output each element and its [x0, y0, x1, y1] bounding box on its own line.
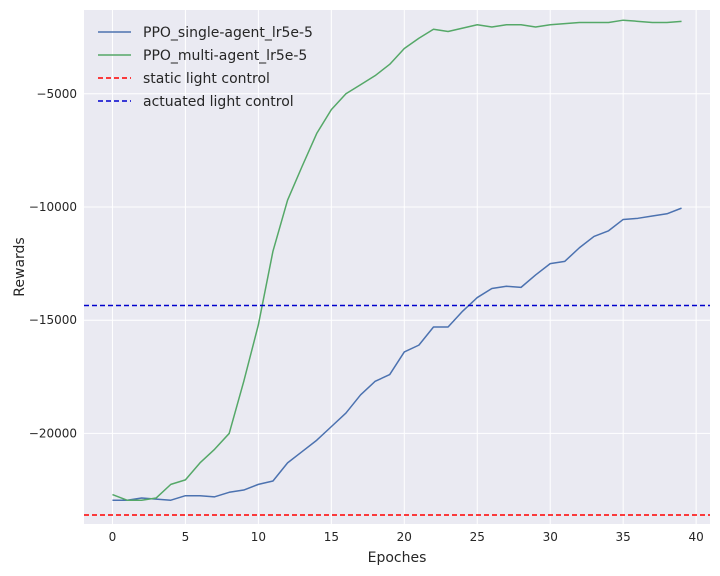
legend-label: static light control — [143, 71, 270, 87]
series-line-ppo-single-agent-lr5e-5 — [112, 207, 682, 501]
y-tick-label: −5000 — [36, 87, 77, 101]
legend: PPO_single-agent_lr5e-5 PPO_multi-agent_l… — [98, 25, 313, 110]
legend-item: actuated light control — [98, 94, 294, 110]
x-tick-label: 40 — [688, 530, 703, 544]
plot-background — [84, 10, 710, 524]
legend-label: PPO_single-agent_lr5e-5 — [143, 25, 313, 41]
grid — [84, 10, 710, 524]
y-tick-label: −20000 — [29, 426, 77, 440]
series-layer — [84, 19, 710, 516]
y-tick-label: −15000 — [29, 313, 77, 327]
legend-label: actuated light control — [143, 94, 294, 110]
x-tick-label: 10 — [251, 530, 266, 544]
y-axis-label: Rewards — [12, 237, 28, 296]
x-tick-label: 25 — [470, 530, 485, 544]
x-tick-label: 5 — [182, 530, 190, 544]
x-tick-label: 15 — [324, 530, 339, 544]
y-tick-label: −10000 — [29, 200, 77, 214]
x-tick-label: 0 — [109, 530, 117, 544]
x-tick-label: 35 — [616, 530, 631, 544]
legend-item: PPO_single-agent_lr5e-5 — [98, 25, 313, 41]
x-tick-label: 30 — [543, 530, 558, 544]
legend-item: static light control — [98, 71, 270, 87]
y-axis-ticks: −5000 −10000 −15000 −20000 — [29, 87, 77, 441]
legend-item: PPO_multi-agent_lr5e-5 — [98, 48, 307, 64]
x-tick-label: 20 — [397, 530, 412, 544]
x-axis-ticks: 0 5 10 15 20 25 30 35 40 — [109, 530, 704, 544]
legend-label: PPO_multi-agent_lr5e-5 — [143, 48, 307, 64]
x-axis-label: Epoches — [368, 550, 427, 566]
series-line-ppo-multi-agent-lr5e-5 — [112, 19, 682, 501]
